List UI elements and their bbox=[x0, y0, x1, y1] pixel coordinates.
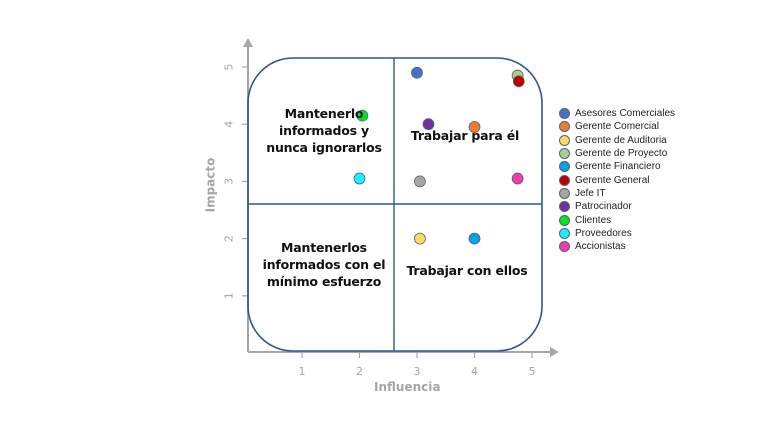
x-axis-title: Influencia bbox=[374, 380, 441, 394]
legend-swatch-icon bbox=[559, 214, 570, 226]
legend-item: Gerente de Proyecto bbox=[559, 147, 675, 160]
x-tick-label: 3 bbox=[414, 365, 421, 378]
legend-label: Accionistas bbox=[575, 241, 626, 253]
y-axis-arrow-icon bbox=[243, 38, 253, 47]
legend-item: Jefe IT bbox=[559, 187, 675, 200]
legend-label: Gerente de Proyecto bbox=[575, 148, 668, 160]
legend-swatch-icon bbox=[559, 241, 570, 253]
legend-item: Accionistas bbox=[559, 240, 675, 253]
legend-swatch-icon bbox=[559, 108, 570, 120]
legend-item: Gerente de Auditoria bbox=[559, 134, 675, 147]
x-tick-label: 1 bbox=[299, 365, 306, 378]
legend-label: Gerente Financiero bbox=[575, 161, 661, 173]
x-tick-label: 4 bbox=[471, 365, 478, 378]
legend-swatch-icon bbox=[559, 148, 570, 160]
legend-swatch-icon bbox=[559, 121, 570, 133]
legend-item: Proveedores bbox=[559, 227, 675, 240]
legend-item: Asesores Comerciales bbox=[559, 107, 675, 120]
legend-item: Gerente General bbox=[559, 173, 675, 186]
x-tick-label: 5 bbox=[529, 365, 536, 378]
y-tick-label: 2 bbox=[223, 235, 236, 242]
legend-swatch-icon bbox=[559, 174, 570, 186]
legend-label: Gerente de Auditoria bbox=[575, 134, 667, 146]
data-point-patrocinador bbox=[422, 118, 435, 131]
legend-item: Clientes bbox=[559, 213, 675, 226]
legend: Asesores Comerciales Gerente Comercial Ger… bbox=[559, 107, 675, 253]
y-tick-label: 3 bbox=[223, 178, 236, 185]
quadrant-label-bottom-left: Mantenerlos informados con el mínimo esf… bbox=[262, 240, 386, 289]
legend-swatch-icon bbox=[559, 161, 570, 173]
legend-swatch-icon bbox=[559, 187, 570, 199]
legend-item: Patrocinador bbox=[559, 200, 675, 213]
data-point-gerente-general bbox=[512, 75, 525, 88]
data-point-clientes bbox=[356, 109, 369, 122]
legend-label: Patrocinador bbox=[575, 201, 632, 213]
legend-label: Gerente General bbox=[575, 174, 650, 186]
quadrant-label-top-right: Trabajar para él bbox=[410, 128, 520, 143]
data-point-accionistas bbox=[511, 172, 524, 185]
axes: 1 2 3 4 5 1 2 3 4 5 bbox=[223, 38, 559, 378]
quadrant-label-top-left: Mantenerlo informados y nunca ignorarlos bbox=[266, 106, 382, 155]
legend-item: Gerente Comercial bbox=[559, 120, 675, 133]
legend-swatch-icon bbox=[559, 201, 570, 213]
data-point-gerente-financiero bbox=[468, 232, 481, 245]
y-tick-label: 5 bbox=[223, 64, 236, 71]
legend-item: Gerente Financiero bbox=[559, 160, 675, 173]
legend-label: Proveedores bbox=[575, 227, 632, 239]
x-axis-arrow-icon bbox=[550, 347, 559, 357]
legend-label: Asesores Comerciales bbox=[575, 108, 676, 120]
data-point-gerente-comercial bbox=[468, 121, 481, 133]
x-tick-label: 2 bbox=[356, 365, 363, 378]
legend-label: Clientes bbox=[575, 214, 612, 226]
legend-swatch-icon bbox=[559, 227, 570, 239]
data-point-proveedores bbox=[353, 172, 366, 185]
y-axis-title: Impacto bbox=[203, 157, 218, 213]
legend-label: Gerente Comercial bbox=[575, 121, 659, 133]
legend-swatch-icon bbox=[559, 134, 570, 146]
y-tick-label: 1 bbox=[223, 292, 236, 299]
data-point-gerente-de-auditoria bbox=[413, 232, 426, 245]
data-point-asesores-comerciales bbox=[411, 66, 423, 79]
data-point-jefe-it bbox=[413, 175, 426, 188]
data-points bbox=[353, 66, 525, 245]
quadrant-label-bottom-right: Trabajar con ellos bbox=[406, 263, 528, 278]
legend-label: Jefe IT bbox=[575, 187, 606, 199]
y-tick-label: 4 bbox=[223, 121, 236, 128]
